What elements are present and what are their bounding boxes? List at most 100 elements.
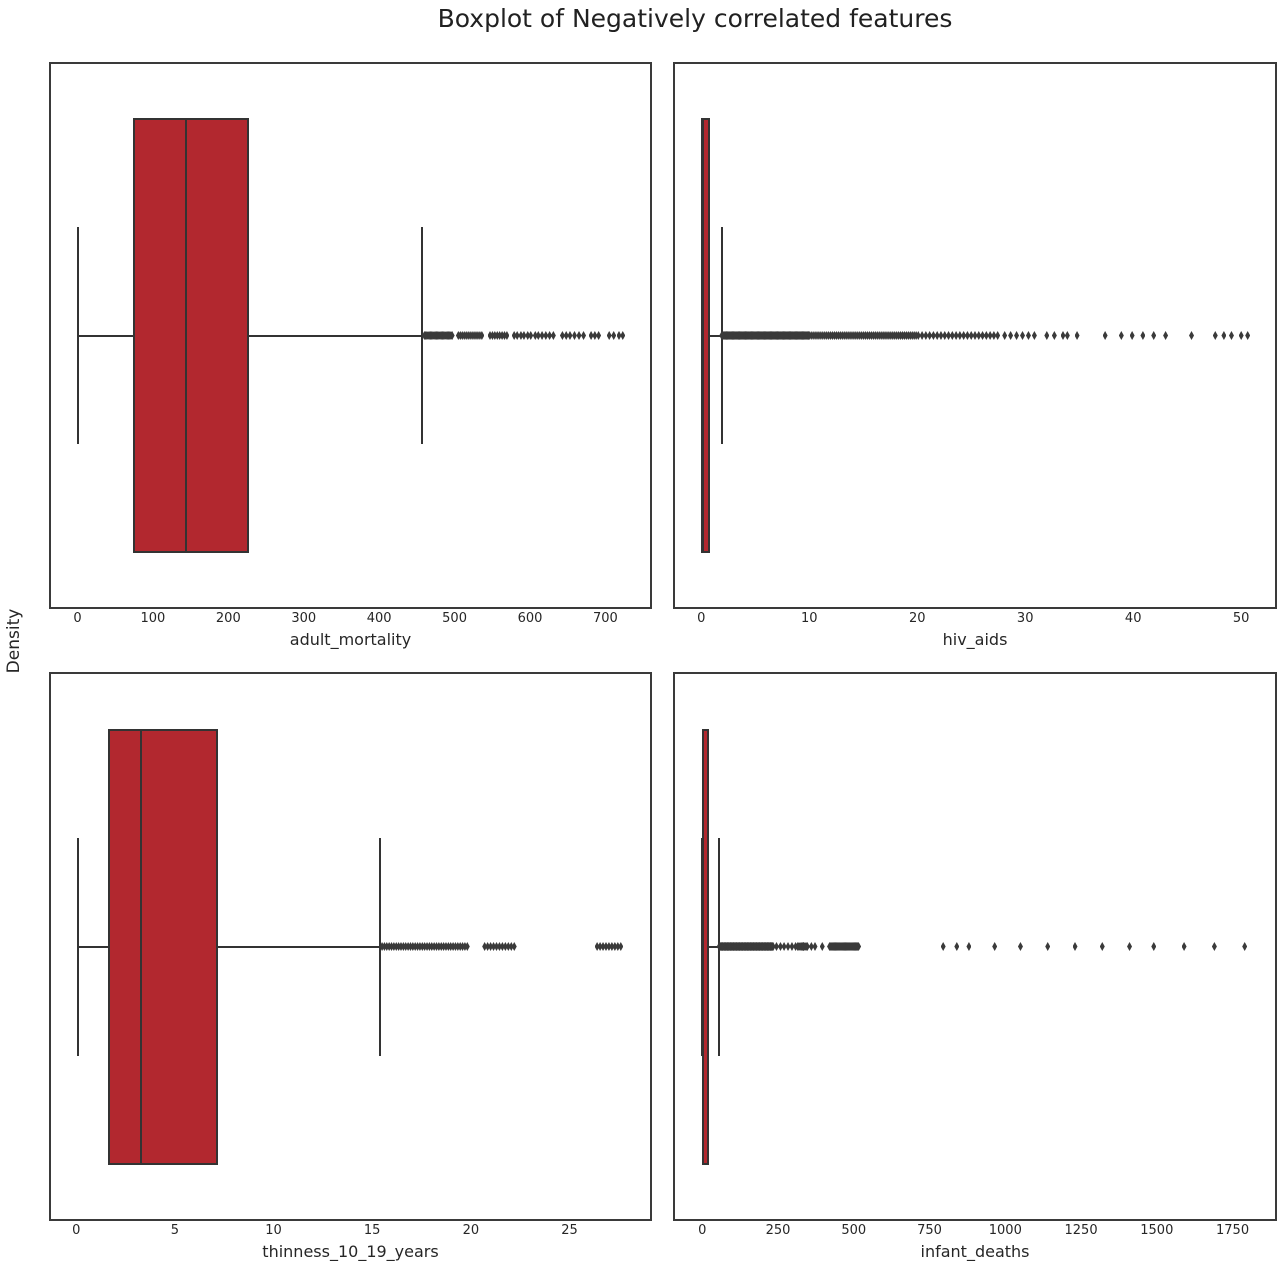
chart-title: Boxplot of Negatively correlated feature… xyxy=(437,4,953,33)
outlier-point xyxy=(968,331,974,340)
x-tick-label: 300 xyxy=(291,611,317,626)
outlier-point xyxy=(980,331,986,340)
outlier-point xyxy=(777,942,783,951)
x-tick-label: 100 xyxy=(140,611,166,626)
outlier-point xyxy=(961,331,967,340)
outlier-point xyxy=(770,942,776,951)
outlier-point xyxy=(1228,331,1234,340)
outlier-point xyxy=(915,331,921,340)
iqr-box xyxy=(702,118,710,553)
outlier-point xyxy=(942,331,948,340)
outlier-point xyxy=(927,331,933,340)
outlier-point xyxy=(987,331,993,340)
outlier-point xyxy=(511,331,517,340)
outlier-point xyxy=(479,331,485,340)
whisker-line-low xyxy=(78,945,108,948)
outlier-point xyxy=(1242,942,1248,951)
outlier-point xyxy=(505,942,511,951)
outlier-point xyxy=(547,331,553,340)
outlier-point xyxy=(588,331,594,340)
outlier-point xyxy=(1102,331,1108,340)
outlier-point xyxy=(612,942,618,951)
x-tick-label: 200 xyxy=(215,611,241,626)
outlier-point xyxy=(953,331,959,340)
x-tick-label: 10 xyxy=(800,611,818,626)
x-tick-label: 30 xyxy=(1016,611,1034,626)
outlier-point xyxy=(954,942,960,951)
outlier-point xyxy=(603,942,609,951)
x-tick-label: 0 xyxy=(73,611,82,626)
outlier-point xyxy=(972,331,978,340)
x-tick-label: 700 xyxy=(593,611,618,626)
outlier-point xyxy=(1060,331,1066,340)
x-tick-label: 0 xyxy=(72,1223,81,1238)
whisker-line-high xyxy=(249,334,423,337)
outlier-point xyxy=(449,331,455,340)
whisker-line-high xyxy=(708,945,719,948)
outlier-point xyxy=(518,331,524,340)
outlier-point xyxy=(485,942,491,951)
x-tick-label: 750 xyxy=(917,1223,942,1238)
y-axis-label: Density xyxy=(4,608,24,674)
outlier-point xyxy=(1031,331,1037,340)
outlier-point xyxy=(508,942,514,951)
outlier-point xyxy=(535,331,541,340)
x-tick-label: 5 xyxy=(170,1223,180,1238)
outlier-point xyxy=(611,331,617,340)
x-tick-label: 20 xyxy=(908,611,926,626)
x-tick-label: 50 xyxy=(1232,611,1250,626)
x-tick-label: 10 xyxy=(265,1223,282,1238)
x-axis-label: infant_deaths xyxy=(920,1242,1030,1261)
x-tick-label: 0 xyxy=(698,1223,707,1238)
x-tick-label: 0 xyxy=(697,611,706,626)
x-tick-label: 40 xyxy=(1124,611,1142,626)
outlier-point xyxy=(1118,331,1124,340)
outlier-point xyxy=(966,942,972,951)
outlier-point xyxy=(991,331,997,340)
x-tick-label: 20 xyxy=(462,1223,480,1238)
outlier-point xyxy=(1020,331,1026,340)
outlier-point xyxy=(525,331,531,340)
outlier-point xyxy=(1045,942,1051,951)
outlier-point xyxy=(1014,331,1020,340)
outlier-point xyxy=(938,331,944,340)
outlier-point xyxy=(528,331,534,340)
outlier-point xyxy=(785,942,791,951)
x-tick-label: 1500 xyxy=(1140,1223,1174,1238)
outlier-point xyxy=(1017,942,1023,951)
outlier-point xyxy=(464,942,470,951)
outlier-point xyxy=(1151,942,1157,951)
outlier-point xyxy=(496,942,502,951)
x-tick-label: 500 xyxy=(442,611,467,626)
median-line xyxy=(701,118,704,553)
outlier-point xyxy=(949,331,955,340)
outlier-point xyxy=(1211,942,1217,951)
median-line xyxy=(702,728,705,1165)
outlier-point xyxy=(597,942,603,951)
outlier-point xyxy=(618,942,624,951)
outlier-point xyxy=(1127,942,1133,951)
subplot-adult-mortality: 0 100 200 300 400 500 600 700 adult_mortality xyxy=(49,62,652,649)
iqr-box xyxy=(133,118,250,553)
outlier-point xyxy=(1064,331,1070,340)
outlier-point xyxy=(1044,331,1050,340)
outlier-point xyxy=(1189,331,1195,340)
x-tick-label: 400 xyxy=(366,611,392,626)
outlier-point xyxy=(983,331,989,340)
x-tick-label: 1000 xyxy=(988,1223,1022,1238)
outlier-point xyxy=(930,331,936,340)
x-axis-label: hiv_aids xyxy=(942,630,1008,649)
outlier-point xyxy=(539,331,545,340)
outlier-point xyxy=(567,331,573,340)
median-line xyxy=(140,728,143,1165)
x-tick-label: 1250 xyxy=(1064,1223,1098,1238)
outlier-point xyxy=(1238,331,1244,340)
subplot-thinness-10-19-years: 0 5 10 15 20 25 thinness_10_19_years xyxy=(49,672,652,1261)
outlier-point xyxy=(521,331,527,340)
x-axis-label: thinness_10_19_years xyxy=(262,1242,439,1261)
outlier-point xyxy=(808,942,814,951)
outlier-point xyxy=(1181,942,1187,951)
outlier-point xyxy=(563,331,569,340)
whisker-line-low xyxy=(78,334,134,337)
